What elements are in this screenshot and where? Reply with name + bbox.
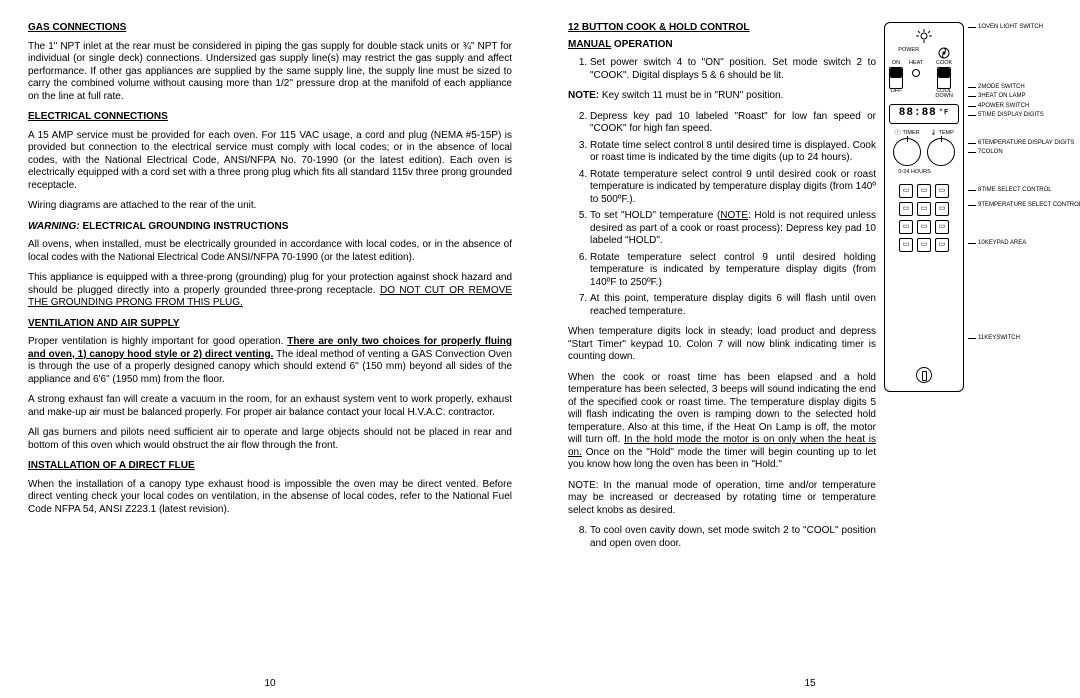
heading-manual: MANUAL OPERATION [568, 39, 876, 52]
para-vent1: Proper ventilation is highly important f… [28, 336, 512, 386]
step: Rotate temperature select control 9 unti… [590, 252, 876, 290]
temp-knob-label: 🌡 TEMP [930, 130, 954, 137]
heading-vent: VENTILATION AND AIR SUPPLY [28, 318, 512, 331]
step: Depress key pad 10 labeled "Roast" for l… [590, 111, 876, 136]
heading-flue: INSTALLATION OF A DIRECT FLUE [28, 460, 512, 473]
para-after1: When temperature digits lock in steady; … [568, 326, 876, 364]
steps-list-cont: Depress key pad 10 labeled "Roast" for l… [568, 111, 876, 319]
key-switch[interactable] [916, 367, 932, 383]
right-text-column: 12 BUTTON COOK & HOLD CONTROL MANUAL OPE… [568, 22, 884, 688]
step: Rotate temperature select control 9 unti… [590, 169, 876, 207]
key[interactable]: ▭ [899, 202, 913, 216]
control-panel-figure: POWER ON OFF HEAT COOK [884, 22, 1052, 688]
key[interactable]: ▭ [935, 220, 949, 234]
callout: 3HEAT ON LAMP [968, 93, 1080, 101]
callout: 8TIME SELECT CONTROL [968, 187, 1080, 195]
step: Set power switch 4 to "ON" position. Set… [590, 57, 876, 82]
on-label: ON [892, 61, 900, 67]
heat-label: HEAT [909, 61, 923, 67]
time-knob[interactable] [893, 138, 921, 166]
hours-label: 0-24 HOURS [898, 170, 930, 176]
key[interactable]: ▭ [917, 220, 931, 234]
callout: 1OVEN LIGHT SWITCH [968, 24, 1080, 32]
temp-knob[interactable] [927, 138, 955, 166]
callout: 6TEMPERATURE DISPLAY DIGITS [968, 140, 1080, 148]
off-label: OFF [891, 89, 902, 95]
step: To set "HOLD" temperature (NOTE: Hold is… [590, 210, 876, 248]
right-page: 12 BUTTON COOK & HOLD CONTROL MANUAL OPE… [540, 0, 1080, 698]
key[interactable]: ▭ [935, 202, 949, 216]
page-number-left: 10 [0, 678, 540, 691]
note-line: NOTE: Key switch 11 must be in "RUN" pos… [568, 90, 876, 103]
key[interactable]: ▭ [899, 220, 913, 234]
steps-list-8: To cool oven cavity down, set mode switc… [568, 525, 876, 550]
heat-lamp [912, 69, 920, 77]
mode-switch[interactable] [937, 67, 951, 89]
step: To cool oven cavity down, set mode switc… [590, 525, 876, 550]
control-panel: POWER ON OFF HEAT COOK [884, 22, 964, 392]
heading-warning: WARNING: ELECTRICAL GROUNDING INSTRUCTIO… [28, 221, 512, 234]
key[interactable]: ▭ [917, 184, 931, 198]
callout: 4POWER SWITCH [968, 103, 1080, 111]
para-gas: The 1" NPT inlet at the rear must be con… [28, 41, 512, 104]
light-icon [915, 29, 933, 43]
key[interactable]: ▭ [917, 238, 931, 252]
cook-label: COOK [936, 61, 952, 67]
key[interactable]: ▭ [899, 238, 913, 252]
para-vent3: All gas burners and pilots need sufficie… [28, 427, 512, 452]
timer-knob-label: 🕐 TIMER [894, 130, 919, 137]
left-page: GAS CONNECTIONS The 1" NPT inlet at the … [0, 0, 540, 698]
para-after3: NOTE: In the manual mode of operation, t… [568, 480, 876, 518]
heading-gas: GAS CONNECTIONS [28, 22, 512, 35]
heading-elec: ELECTRICAL CONNECTIONS [28, 111, 512, 124]
key[interactable]: ▭ [899, 184, 913, 198]
page-number-right: 15 [540, 678, 1080, 691]
callout: 9TEMPERATURE SELECT CONTROL [968, 202, 1080, 210]
para-after2: When the cook or roast time has been ela… [568, 372, 876, 472]
digital-display: 88:88°F [889, 104, 959, 124]
power-switch[interactable] [889, 67, 903, 89]
key[interactable]: ▭ [917, 202, 931, 216]
callout: 7COLON [968, 149, 1080, 157]
para-elec2: Wiring diagrams are attached to the rear… [28, 200, 512, 213]
callout: 11KEYSWITCH [968, 335, 1080, 343]
para-flue: When the installation of a canopy type e… [28, 479, 512, 517]
para-vent2: A strong exhaust fan will create a vacuu… [28, 394, 512, 419]
callouts: 1OVEN LIGHT SWITCH 2MODE SWITCH 3HEAT ON… [968, 22, 1080, 392]
callout: 5TIME DISPLAY DIGITS [968, 112, 1080, 120]
heading-control: 12 BUTTON COOK & HOLD CONTROL [568, 22, 876, 35]
key[interactable]: ▭ [935, 238, 949, 252]
para-elec1: A 15 AMP service must be provided for ea… [28, 130, 512, 193]
step: Rotate time select control 8 until desir… [590, 140, 876, 165]
para-warn2: This appliance is equipped with a three-… [28, 272, 512, 310]
steps-list: Set power switch 4 to "ON" position. Set… [568, 57, 876, 82]
callout: 2MODE SWITCH [968, 84, 1080, 92]
fan-icon [938, 47, 950, 59]
key[interactable]: ▭ [935, 184, 949, 198]
para-warn1: All ovens, when installed, must be elect… [28, 239, 512, 264]
power-label: POWER [898, 47, 919, 59]
cool-label: COOL DOWN [929, 89, 959, 100]
step: At this point, temperature display digit… [590, 293, 876, 318]
callout: 10KEYPAD AREA [968, 240, 1080, 248]
keypad[interactable]: ▭ ▭ ▭ ▭ ▭ ▭ ▭ ▭ ▭ ▭ ▭ ▭ [899, 184, 949, 252]
